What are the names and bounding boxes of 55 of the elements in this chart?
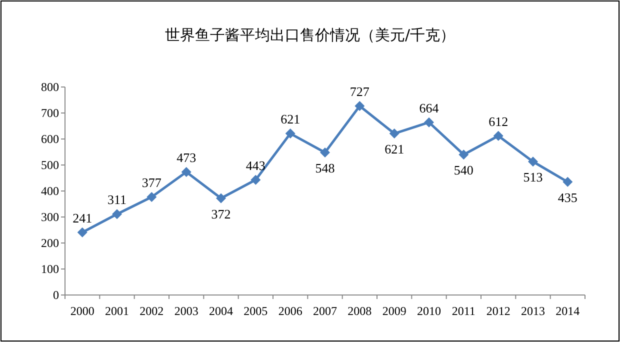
data-label: 513 <box>523 170 543 185</box>
data-label: 621 <box>280 112 300 127</box>
point <box>493 130 504 141</box>
point <box>77 227 88 238</box>
data-label: 664 <box>419 100 440 116</box>
data-label: 435 <box>558 190 578 205</box>
data-label: 727 <box>350 84 370 99</box>
point <box>424 117 434 128</box>
point <box>354 100 365 111</box>
data-label: 241 <box>72 210 92 226</box>
x-tick-label: 2014 <box>556 304 580 318</box>
x-tick-label: 2006 <box>278 304 302 318</box>
y-tick-label: 200 <box>41 236 59 250</box>
point <box>285 128 296 139</box>
data-label: 540 <box>454 162 474 178</box>
data-label: 311 <box>107 192 127 208</box>
y-tick-label: 400 <box>41 184 59 198</box>
data-label: 473 <box>176 150 196 166</box>
point <box>250 174 261 185</box>
point <box>112 209 122 220</box>
x-tick-label: 2004 <box>209 304 233 318</box>
y-tick-label: 500 <box>41 158 59 172</box>
x-tick-label: 2000 <box>70 304 94 318</box>
x-tick-label: 2013 <box>521 304 545 318</box>
x-tick-label: 2008 <box>348 304 372 318</box>
x-tick-label: 2011 <box>452 304 476 318</box>
point <box>181 167 192 178</box>
point <box>216 193 226 204</box>
x-tick-label: 2001 <box>105 304 129 318</box>
point <box>458 150 469 160</box>
y-tick-label: 800 <box>41 80 59 94</box>
x-tick-label: 2005 <box>244 304 268 318</box>
point <box>389 128 400 139</box>
x-tick-label: 2012 <box>486 304 510 318</box>
x-tick-label: 2002 <box>140 304 164 318</box>
x-tick-label: 2009 <box>382 304 406 318</box>
point <box>320 148 330 158</box>
data-label: 548 <box>315 160 335 176</box>
y-tick-label: 100 <box>41 262 59 276</box>
data-label: 621 <box>384 142 404 157</box>
data-label: 612 <box>488 114 508 129</box>
point <box>528 156 538 167</box>
y-tick-label: 0 <box>53 288 59 302</box>
data-label: 372 <box>211 206 231 222</box>
point <box>146 192 157 202</box>
x-tick-label: 2007 <box>313 304 337 318</box>
x-tick-label: 2003 <box>174 304 198 318</box>
point <box>562 176 573 187</box>
y-tick-label: 700 <box>41 106 59 120</box>
y-tick-label: 300 <box>41 210 59 224</box>
x-tick-label: 2010 <box>417 304 441 318</box>
data-label: 377 <box>142 174 162 190</box>
chart-title: 世界鱼子酱平均出口售价情况（美元/千克） <box>164 26 456 44</box>
y-tick-label: 600 <box>41 132 59 146</box>
data-label: 443 <box>246 158 266 173</box>
